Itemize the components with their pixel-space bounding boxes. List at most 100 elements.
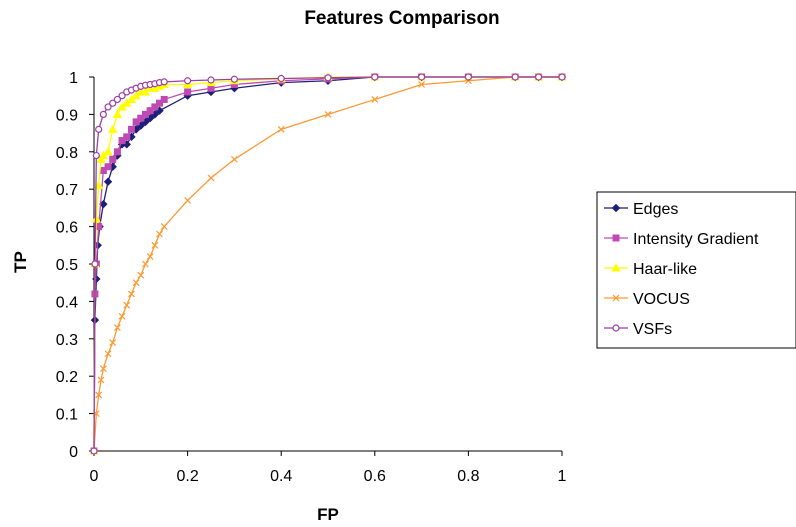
data-point bbox=[137, 114, 145, 122]
data-point bbox=[92, 151, 100, 160]
data-point bbox=[511, 73, 519, 81]
data-point bbox=[90, 447, 98, 455]
data-point bbox=[118, 92, 126, 100]
data-point bbox=[156, 99, 164, 107]
y-tick-label: 0.1 bbox=[56, 407, 78, 424]
data-point bbox=[184, 196, 192, 204]
plot-area: 0 0.2 0.4 0.6 0.8 1 0 0.1 0.2 0.3 0.4 0.5 0.6 0.7 0.8 0… bbox=[56, 70, 567, 485]
x-axis-label: FP bbox=[317, 505, 339, 524]
data-point bbox=[95, 391, 103, 399]
data-point bbox=[558, 73, 566, 81]
legend-item: Edges bbox=[604, 201, 678, 218]
data-point bbox=[104, 350, 112, 358]
data-point bbox=[109, 155, 117, 163]
data-point bbox=[160, 223, 168, 231]
data-point bbox=[324, 74, 332, 82]
data-point bbox=[109, 99, 117, 107]
data-point bbox=[142, 260, 149, 268]
data-point bbox=[127, 125, 135, 133]
series-vsfs bbox=[90, 73, 566, 455]
legend: Edges Intensity Gradient Haar-like VOCUS VSF… bbox=[596, 191, 796, 349]
data-point bbox=[277, 74, 285, 83]
y-tick-label: 0.2 bbox=[56, 369, 78, 386]
y-axis-label: TP bbox=[11, 251, 30, 273]
legend-swatch-marker bbox=[612, 234, 620, 242]
legend-box bbox=[596, 191, 796, 349]
y-tick-label: 1 bbox=[69, 70, 78, 87]
legend-swatch-marker bbox=[612, 294, 620, 302]
data-point bbox=[118, 137, 126, 145]
legend-label: VOCUS bbox=[633, 291, 690, 308]
legend-label: Edges bbox=[633, 201, 678, 218]
data-point bbox=[118, 312, 126, 320]
data-point bbox=[418, 73, 426, 81]
series-layer bbox=[89, 72, 567, 456]
y-tick-label: 0.7 bbox=[56, 182, 78, 199]
data-point bbox=[146, 253, 154, 260]
series-line bbox=[93, 76, 562, 452]
data-point bbox=[91, 260, 99, 268]
y-tick-label: 0.4 bbox=[56, 294, 78, 311]
legend-item: Intensity Gradient bbox=[604, 231, 759, 248]
x-tick-label: 0.6 bbox=[364, 468, 386, 485]
legend-label: Haar-like bbox=[633, 261, 697, 278]
series-line bbox=[93, 76, 562, 452]
y-tick-label: 0.5 bbox=[56, 257, 78, 274]
data-point bbox=[146, 107, 154, 115]
data-point bbox=[207, 76, 215, 84]
data-point bbox=[99, 110, 107, 119]
legend-label: Intensity Gradient bbox=[633, 231, 759, 248]
data-point bbox=[103, 146, 113, 156]
series-haar-like bbox=[89, 72, 567, 455]
legend-swatch-marker bbox=[611, 263, 621, 272]
data-point bbox=[324, 110, 332, 118]
legend-item: VOCUS bbox=[604, 291, 690, 308]
data-point bbox=[99, 365, 107, 373]
series-line bbox=[93, 76, 562, 452]
x-tick-label: 0.2 bbox=[176, 468, 198, 485]
series-line bbox=[93, 76, 562, 452]
data-point bbox=[94, 180, 104, 189]
legend-swatch-marker bbox=[612, 324, 620, 332]
data-point bbox=[371, 96, 379, 103]
x-tick-label: 0.8 bbox=[457, 468, 479, 485]
data-point bbox=[104, 163, 112, 171]
series-vocus bbox=[90, 73, 566, 455]
data-point bbox=[207, 174, 215, 182]
y-tick-label: 0.6 bbox=[56, 220, 78, 237]
data-point bbox=[103, 177, 113, 186]
data-point bbox=[184, 88, 192, 96]
y-tick-label: 0.9 bbox=[56, 107, 78, 124]
data-point bbox=[137, 271, 145, 279]
data-point bbox=[151, 241, 159, 249]
data-point bbox=[184, 77, 192, 85]
data-point bbox=[128, 290, 135, 298]
data-point bbox=[371, 73, 379, 81]
data-point bbox=[112, 109, 123, 118]
legend-item: VSFs bbox=[604, 321, 672, 338]
data-point bbox=[464, 73, 472, 81]
data-point bbox=[108, 124, 118, 133]
data-point bbox=[97, 376, 105, 384]
y-tick-label: 0.8 bbox=[56, 145, 78, 162]
x-tick-label: 0 bbox=[90, 468, 99, 485]
data-point bbox=[109, 339, 117, 346]
data-point bbox=[95, 125, 103, 133]
data-point bbox=[104, 103, 112, 111]
data-point bbox=[132, 279, 140, 287]
legend-item: Haar-like bbox=[604, 261, 697, 278]
data-point bbox=[123, 133, 131, 141]
x-tick-label: 0.4 bbox=[270, 468, 292, 485]
y-tick-label: 0.3 bbox=[56, 332, 78, 349]
data-point bbox=[160, 95, 168, 103]
data-point bbox=[141, 110, 149, 118]
chart-title: Features Comparison bbox=[304, 8, 499, 29]
data-point bbox=[151, 103, 159, 111]
data-point bbox=[113, 148, 121, 156]
data-point bbox=[230, 75, 238, 83]
data-point bbox=[160, 78, 168, 86]
x-tick-label: 1 bbox=[558, 468, 567, 485]
data-point bbox=[156, 230, 163, 238]
series-intensity-gradient bbox=[90, 73, 566, 455]
